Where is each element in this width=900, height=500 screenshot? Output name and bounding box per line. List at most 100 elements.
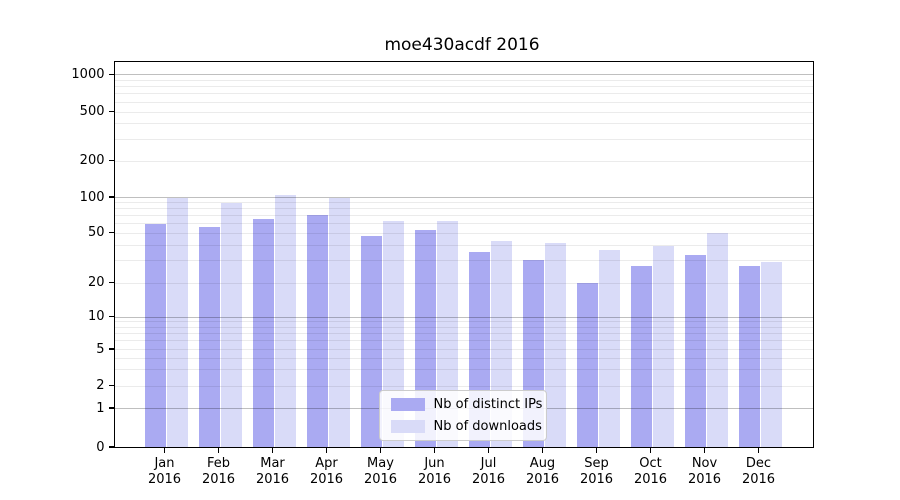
bar-distinct-ips	[360, 235, 382, 447]
major-gridline	[114, 316, 813, 318]
minor-gridline	[114, 93, 813, 95]
minor-gridline	[114, 333, 813, 335]
x-axis-tick-label: Feb 2016	[201, 455, 236, 488]
legend-label-distinct-ips: Nb of distinct IPs	[433, 397, 543, 412]
y-axis-tick-label: 10	[87, 309, 105, 324]
x-axis-tick-label: Nov 2016	[687, 455, 722, 488]
bar-downloads	[166, 198, 188, 447]
y-axis-tick	[108, 315, 114, 318]
x-axis-tick-label: Apr 2016	[309, 455, 344, 488]
minor-gridline	[114, 260, 813, 262]
bar-downloads	[598, 250, 620, 447]
legend-entry-downloads: Nb of downloads	[380, 416, 542, 438]
bar-downloads	[652, 246, 674, 447]
x-axis-tick-label: Jul 2016	[471, 455, 506, 488]
y-axis-tick-label: 500	[79, 104, 105, 119]
x-axis-tick	[271, 448, 274, 454]
x-axis-tick-label: Aug 2016	[525, 455, 560, 488]
y-axis-tick	[108, 281, 114, 284]
bar-downloads	[544, 243, 566, 447]
bar-distinct-ips	[198, 226, 220, 447]
minor-gridline	[114, 282, 813, 284]
bar-downloads	[328, 198, 350, 447]
x-axis-tick	[325, 448, 328, 454]
minor-gridline	[114, 369, 813, 371]
minor-gridline	[114, 101, 813, 103]
minor-gridline	[114, 215, 813, 217]
x-axis-tick-label: Dec 2016	[741, 455, 776, 488]
y-axis-tick-label: 200	[79, 153, 105, 168]
y-axis-tick-label: 1000	[71, 66, 105, 82]
x-axis-tick	[541, 448, 544, 454]
y-axis-tick-label: 50	[87, 225, 105, 240]
plot-area: Nb of distinct IPs Nb of downloads 1000 5…	[71, 60, 814, 487]
bar-distinct-ips	[144, 224, 166, 447]
legend-swatch-downloads	[390, 420, 425, 433]
y-axis-tick	[108, 110, 114, 113]
x-axis-tick-label: Jan 2016	[147, 455, 182, 488]
x-axis-tick	[217, 448, 220, 454]
bar-distinct-ips	[252, 219, 274, 447]
y-axis-tick	[108, 73, 114, 75]
y-axis-tick	[108, 159, 114, 162]
bar-distinct-ips	[684, 255, 706, 447]
y-axis-tick-label: 100	[79, 189, 105, 205]
legend-swatch-distinct-ips	[390, 398, 425, 411]
legend-label-downloads: Nb of downloads	[433, 419, 542, 434]
x-axis-tick	[379, 448, 382, 454]
x-axis-tick	[163, 448, 166, 454]
minor-gridline	[114, 385, 813, 387]
minor-gridline	[114, 326, 813, 328]
bar-distinct-ips	[576, 282, 598, 447]
bar-downloads	[220, 202, 242, 447]
y-axis-tick-label: 2	[96, 378, 105, 393]
x-axis-tick	[433, 448, 436, 454]
minor-gridline	[114, 208, 813, 210]
minor-gridline	[114, 123, 813, 125]
minor-gridline	[114, 111, 813, 113]
minor-gridline	[114, 223, 813, 225]
x-axis-tick-label: Jun 2016	[417, 455, 452, 488]
major-gridline	[114, 197, 813, 198]
bar-downloads	[274, 195, 296, 447]
bar-downloads	[760, 262, 782, 447]
bar-distinct-ips	[630, 266, 652, 447]
x-axis-tick-label: Oct 2016	[633, 455, 668, 488]
y-axis-tick-label: 1	[96, 400, 105, 416]
major-gridline	[114, 74, 813, 76]
y-axis-tick	[108, 384, 114, 387]
bar-distinct-ips	[306, 215, 328, 447]
minor-gridline	[114, 321, 813, 323]
minor-gridline	[114, 232, 813, 234]
x-axis-tick	[757, 448, 760, 454]
bar-distinct-ips	[738, 266, 760, 447]
minor-gridline	[114, 86, 813, 88]
x-axis-tick	[649, 448, 652, 454]
minor-gridline	[114, 160, 813, 162]
minor-gridline	[114, 202, 813, 204]
y-axis-tick-label: 0	[96, 439, 105, 455]
y-axis-tick-label: 20	[87, 275, 105, 290]
x-axis-tick-label: May 2016	[363, 455, 398, 488]
y-axis-tick	[108, 231, 114, 234]
bar-downloads	[706, 232, 728, 447]
x-axis-tick	[487, 448, 490, 454]
minor-gridline	[114, 138, 813, 140]
x-axis-tick-label: Mar 2016	[255, 455, 290, 488]
x-axis-tick	[703, 448, 706, 454]
minor-gridline	[114, 340, 813, 342]
chart-title: moe430acdf 2016	[384, 35, 540, 55]
x-axis-tick-label: Sep 2016	[579, 455, 614, 488]
y-axis-tick-label: 5	[96, 341, 105, 357]
minor-gridline	[114, 357, 813, 359]
minor-gridline	[114, 244, 813, 246]
x-axis-tick	[595, 448, 598, 454]
minor-gridline	[114, 349, 813, 350]
legend: Nb of distinct IPs Nb of downloads	[378, 389, 547, 441]
y-axis-tick	[108, 348, 114, 350]
y-axis-tick	[108, 446, 114, 448]
minor-gridline	[114, 79, 813, 81]
legend-entry-distinct-ips: Nb of distinct IPs	[380, 394, 543, 416]
y-axis-tick	[108, 196, 114, 198]
